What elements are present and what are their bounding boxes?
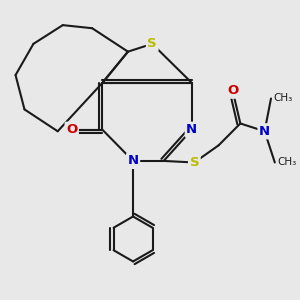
- Text: S: S: [147, 38, 157, 50]
- Text: N: N: [186, 123, 197, 136]
- Text: CH₃: CH₃: [274, 94, 293, 103]
- Text: N: N: [259, 125, 270, 138]
- Text: O: O: [227, 84, 238, 97]
- Text: CH₃: CH₃: [278, 158, 297, 167]
- Text: S: S: [190, 156, 199, 169]
- Text: N: N: [128, 154, 139, 167]
- Text: O: O: [66, 123, 77, 136]
